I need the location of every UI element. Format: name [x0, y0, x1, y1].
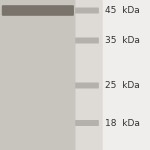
- Text: 18  kDa: 18 kDa: [105, 118, 140, 127]
- Text: 35  kDa: 35 kDa: [105, 36, 140, 45]
- Text: 45  kDa: 45 kDa: [105, 6, 140, 15]
- FancyBboxPatch shape: [75, 82, 99, 88]
- Bar: [102, 0, 150, 150]
- Bar: [75, 0, 102, 150]
- Bar: [0, 0, 75, 150]
- Text: 25  kDa: 25 kDa: [105, 81, 140, 90]
- FancyBboxPatch shape: [75, 8, 99, 14]
- FancyBboxPatch shape: [75, 120, 99, 126]
- FancyBboxPatch shape: [75, 38, 99, 44]
- FancyBboxPatch shape: [2, 5, 74, 16]
